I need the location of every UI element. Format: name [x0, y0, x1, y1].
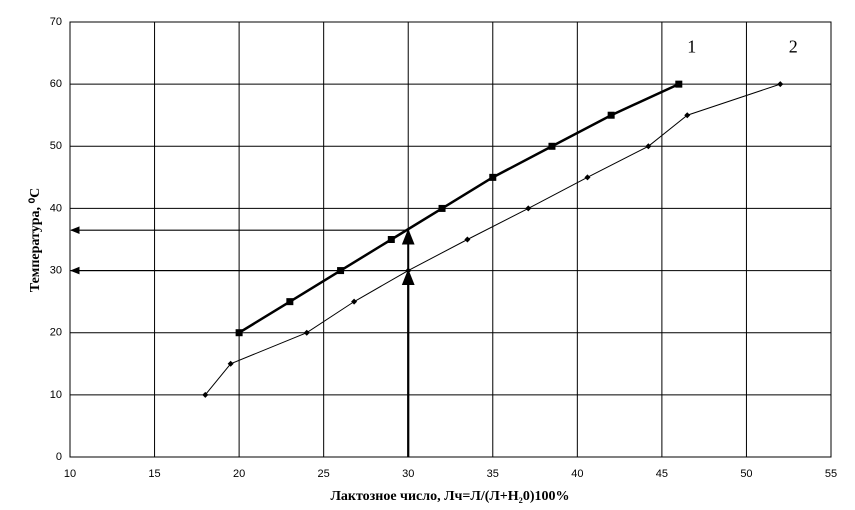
y-tick-label: 0 — [56, 451, 62, 463]
y-tick-label: 50 — [50, 140, 62, 152]
marker-diamond — [645, 143, 652, 150]
marker-diamond — [227, 360, 234, 367]
marker-square — [675, 80, 683, 88]
y-tick-label: 40 — [50, 202, 62, 214]
y-tick-label: 70 — [50, 16, 62, 28]
marker-diamond — [525, 205, 532, 212]
marker-diamond — [351, 298, 358, 305]
x-tick-label: 20 — [233, 468, 245, 480]
y-tick-label: 60 — [50, 78, 62, 90]
y-axis-title: Температура, ⁰C — [28, 188, 43, 292]
marker-diamond — [303, 329, 310, 336]
y-tick-label: 20 — [50, 327, 62, 339]
marker-diamond — [777, 81, 784, 88]
x-tick-label: 15 — [148, 468, 160, 480]
series-label: 2 — [789, 36, 798, 56]
x-tick-label: 55 — [825, 468, 837, 480]
marker-diamond — [464, 236, 471, 243]
x-tick-label: 10 — [64, 468, 76, 480]
marker-square — [235, 329, 243, 337]
marker-square — [607, 111, 615, 119]
marker-square — [387, 236, 395, 243]
y-tick-label: 30 — [50, 264, 62, 276]
marker-diamond — [584, 174, 591, 181]
x-tick-label: 35 — [487, 468, 499, 480]
marker-square — [438, 204, 446, 212]
x-tick-label: 50 — [740, 468, 752, 480]
x-tick-label: 40 — [571, 468, 583, 480]
marker-square — [286, 298, 294, 306]
y-tick-label: 10 — [50, 389, 62, 401]
marker-square — [337, 267, 345, 275]
x-tick-label: 25 — [318, 468, 330, 480]
x-tick-label: 30 — [402, 468, 414, 480]
marker-square — [489, 173, 497, 181]
x-axis-title: Лактозное число, Лч=Л/(Л+Н₂0)100% — [330, 489, 569, 504]
marker-diamond — [684, 112, 691, 119]
x-tick-label: 45 — [656, 468, 668, 480]
marker-diamond — [405, 267, 412, 274]
plot-border — [69, 21, 832, 458]
marker-diamond — [202, 391, 209, 398]
series-label: 1 — [687, 36, 696, 56]
marker-square — [548, 142, 556, 150]
